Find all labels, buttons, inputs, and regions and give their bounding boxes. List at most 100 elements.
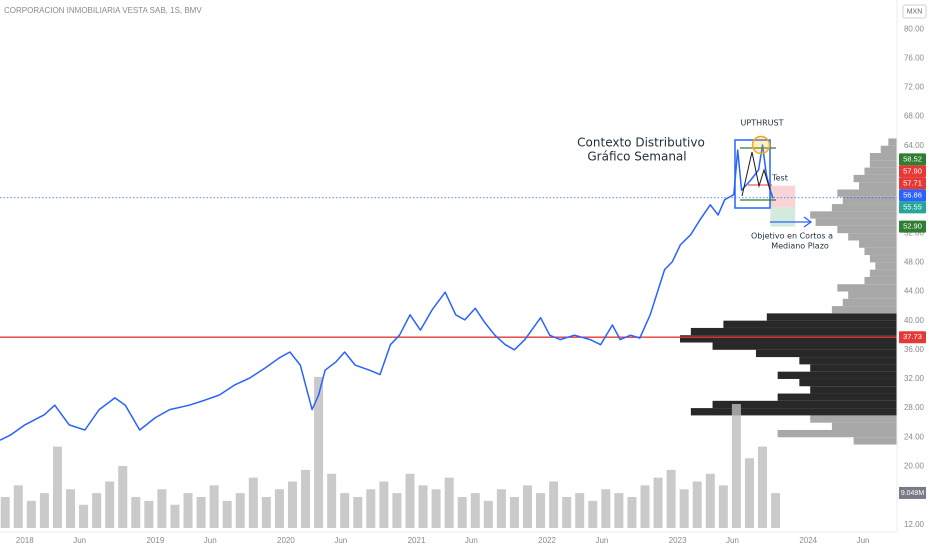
symbol-title: CORPORACION INMOBILIARIA VESTA SAB, 1S, … — [4, 6, 202, 15]
volume-bar — [209, 485, 219, 528]
profile-bar — [777, 393, 897, 401]
profile-bar — [831, 204, 897, 212]
profile-bar — [869, 153, 897, 161]
price-label-bg — [899, 165, 926, 178]
volume-bar — [66, 489, 76, 528]
price-label-bg — [899, 177, 926, 190]
volume-bar — [340, 493, 350, 528]
volume-bar — [105, 481, 115, 528]
price-label: 55.55 — [903, 202, 922, 211]
volume-bar — [52, 446, 62, 528]
profile-bar — [810, 211, 897, 219]
profile-bar — [842, 196, 897, 205]
profile-bar — [810, 386, 897, 394]
profile-bar — [777, 371, 897, 379]
price-line — [0, 144, 774, 441]
profile-bar — [837, 284, 897, 292]
profile-bar — [853, 174, 897, 183]
profile-bar — [864, 247, 897, 256]
y-tick-label: 20.00 — [904, 462, 925, 471]
volume-bar — [522, 485, 532, 528]
volume-bar — [588, 500, 598, 528]
volume-bar — [79, 504, 89, 528]
volume-bar — [692, 481, 702, 528]
volume-bar — [287, 481, 297, 528]
volume-bar — [627, 497, 637, 528]
volume-bar — [274, 489, 284, 528]
y-tick-label: 24.00 — [904, 432, 925, 441]
profile-bar — [723, 320, 897, 328]
volume-bar — [679, 489, 689, 528]
price-label: 37.73 — [903, 332, 922, 341]
target-arrowhead — [803, 216, 813, 228]
volume-bar — [496, 489, 506, 528]
volume-bar — [744, 458, 754, 528]
y-tick-label: 36.00 — [904, 345, 925, 354]
volume-bar — [509, 497, 519, 528]
range-box — [734, 139, 771, 209]
x-tick-label: Jun — [334, 536, 347, 545]
drawings — [734, 135, 813, 228]
volume-bar — [144, 500, 154, 528]
profile-bar — [875, 262, 897, 270]
volume-bar — [483, 500, 493, 528]
profile-bar — [815, 218, 897, 226]
volume-bar — [248, 477, 258, 528]
annotation: Objetivo en Cortos a — [751, 232, 833, 241]
y-tick-label: 32.00 — [904, 374, 925, 383]
y-tick-label: 64.00 — [904, 141, 925, 150]
price-label-bg — [899, 153, 926, 166]
y-tick-label: 44.00 — [904, 287, 925, 296]
volume-bar — [353, 497, 363, 528]
profile-bar — [888, 138, 897, 146]
x-tick-label: 2021 — [408, 536, 426, 545]
profile-bar — [712, 342, 897, 350]
price-label: 56.86 — [903, 190, 922, 199]
x-tick-label: 2020 — [277, 536, 295, 545]
volume-bar — [536, 493, 546, 528]
volume-bar — [731, 404, 741, 528]
profile-bar — [690, 327, 897, 336]
profile-bar — [690, 408, 897, 416]
price-label-bg — [899, 189, 926, 202]
volume-bar — [301, 469, 311, 528]
currency[interactable]: MXN — [907, 8, 923, 15]
profile-bar — [777, 429, 897, 438]
profile-bar — [880, 145, 897, 154]
profile-bar — [853, 437, 897, 445]
currency-box[interactable] — [902, 4, 927, 19]
profile-bar — [831, 306, 897, 314]
volume-bar — [118, 466, 128, 528]
price-label-bg — [899, 331, 926, 344]
volume-bar — [470, 493, 480, 528]
profile-bar — [799, 378, 897, 387]
profile-bar — [842, 298, 897, 307]
y-tick-label: 12.00 — [904, 520, 925, 529]
y-tick-label: 76.00 — [904, 53, 925, 62]
volume-label-bg — [899, 486, 926, 499]
annotation: Test — [771, 174, 788, 183]
volume-bar — [444, 477, 454, 528]
profile-bar — [864, 167, 897, 175]
y-tick-label: 80.00 — [904, 24, 925, 33]
x-tick-label: Jun — [857, 536, 870, 545]
volume-bar — [562, 497, 572, 528]
volume-bar — [314, 376, 324, 528]
volume-label: 9.049M — [901, 490, 925, 497]
volume-bar — [666, 469, 676, 528]
volume-bar — [640, 485, 650, 528]
volume-bar — [92, 493, 102, 528]
volume-bar — [327, 473, 337, 528]
volume-bar — [26, 500, 36, 528]
volume-bar — [549, 481, 559, 528]
y-tick-label: 68.00 — [904, 112, 925, 121]
volume-profile — [680, 138, 897, 445]
y-tick-label: 52.00 — [904, 228, 925, 237]
y-tick-label: 40.00 — [904, 316, 925, 325]
x-tick-label: Jun — [726, 536, 739, 545]
profile-bar — [810, 364, 897, 372]
axes: 12.00 20.00 24.00 28.00 32.00 36.00 40.00 44.00… — [16, 24, 926, 545]
volume-pane: 9.049M — [0, 376, 926, 528]
volume-bar — [418, 485, 428, 528]
